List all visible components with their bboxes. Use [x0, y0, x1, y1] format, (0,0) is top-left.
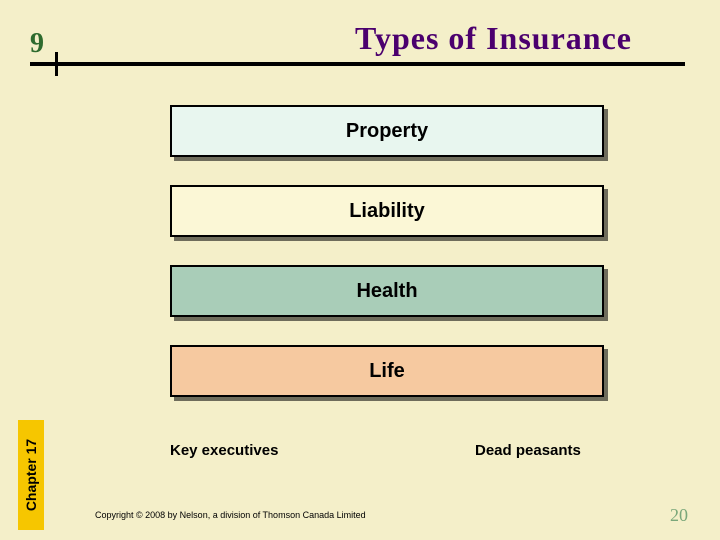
horizontal-rule — [30, 62, 685, 66]
insurance-box-health: Health — [170, 265, 604, 317]
insurance-box-life: Life — [170, 345, 604, 397]
chapter-tab: Chapter 17 — [18, 420, 44, 530]
insurance-box-label: Health — [356, 280, 417, 303]
insurance-box-liability: Liability — [170, 185, 604, 237]
sub-label: Dead peasants — [475, 442, 581, 459]
chapter-tab-label: Chapter 17 — [23, 439, 39, 511]
insurance-box-property: Property — [170, 105, 604, 157]
insurance-box-label: Liability — [349, 200, 425, 223]
slide: Types of Insurance 9 Property Liability He… — [0, 0, 720, 540]
rule-tick — [55, 52, 58, 76]
page-number: 20 — [670, 505, 688, 526]
sub-label: Key executives — [170, 442, 278, 459]
insurance-box-label: Life — [369, 360, 405, 383]
slide-title: Types of Insurance — [355, 20, 632, 57]
copyright-text: Copyright © 2008 by Nelson, a division o… — [95, 510, 366, 520]
chapter-number: 9 — [30, 28, 44, 60]
insurance-box-label: Property — [346, 120, 428, 143]
